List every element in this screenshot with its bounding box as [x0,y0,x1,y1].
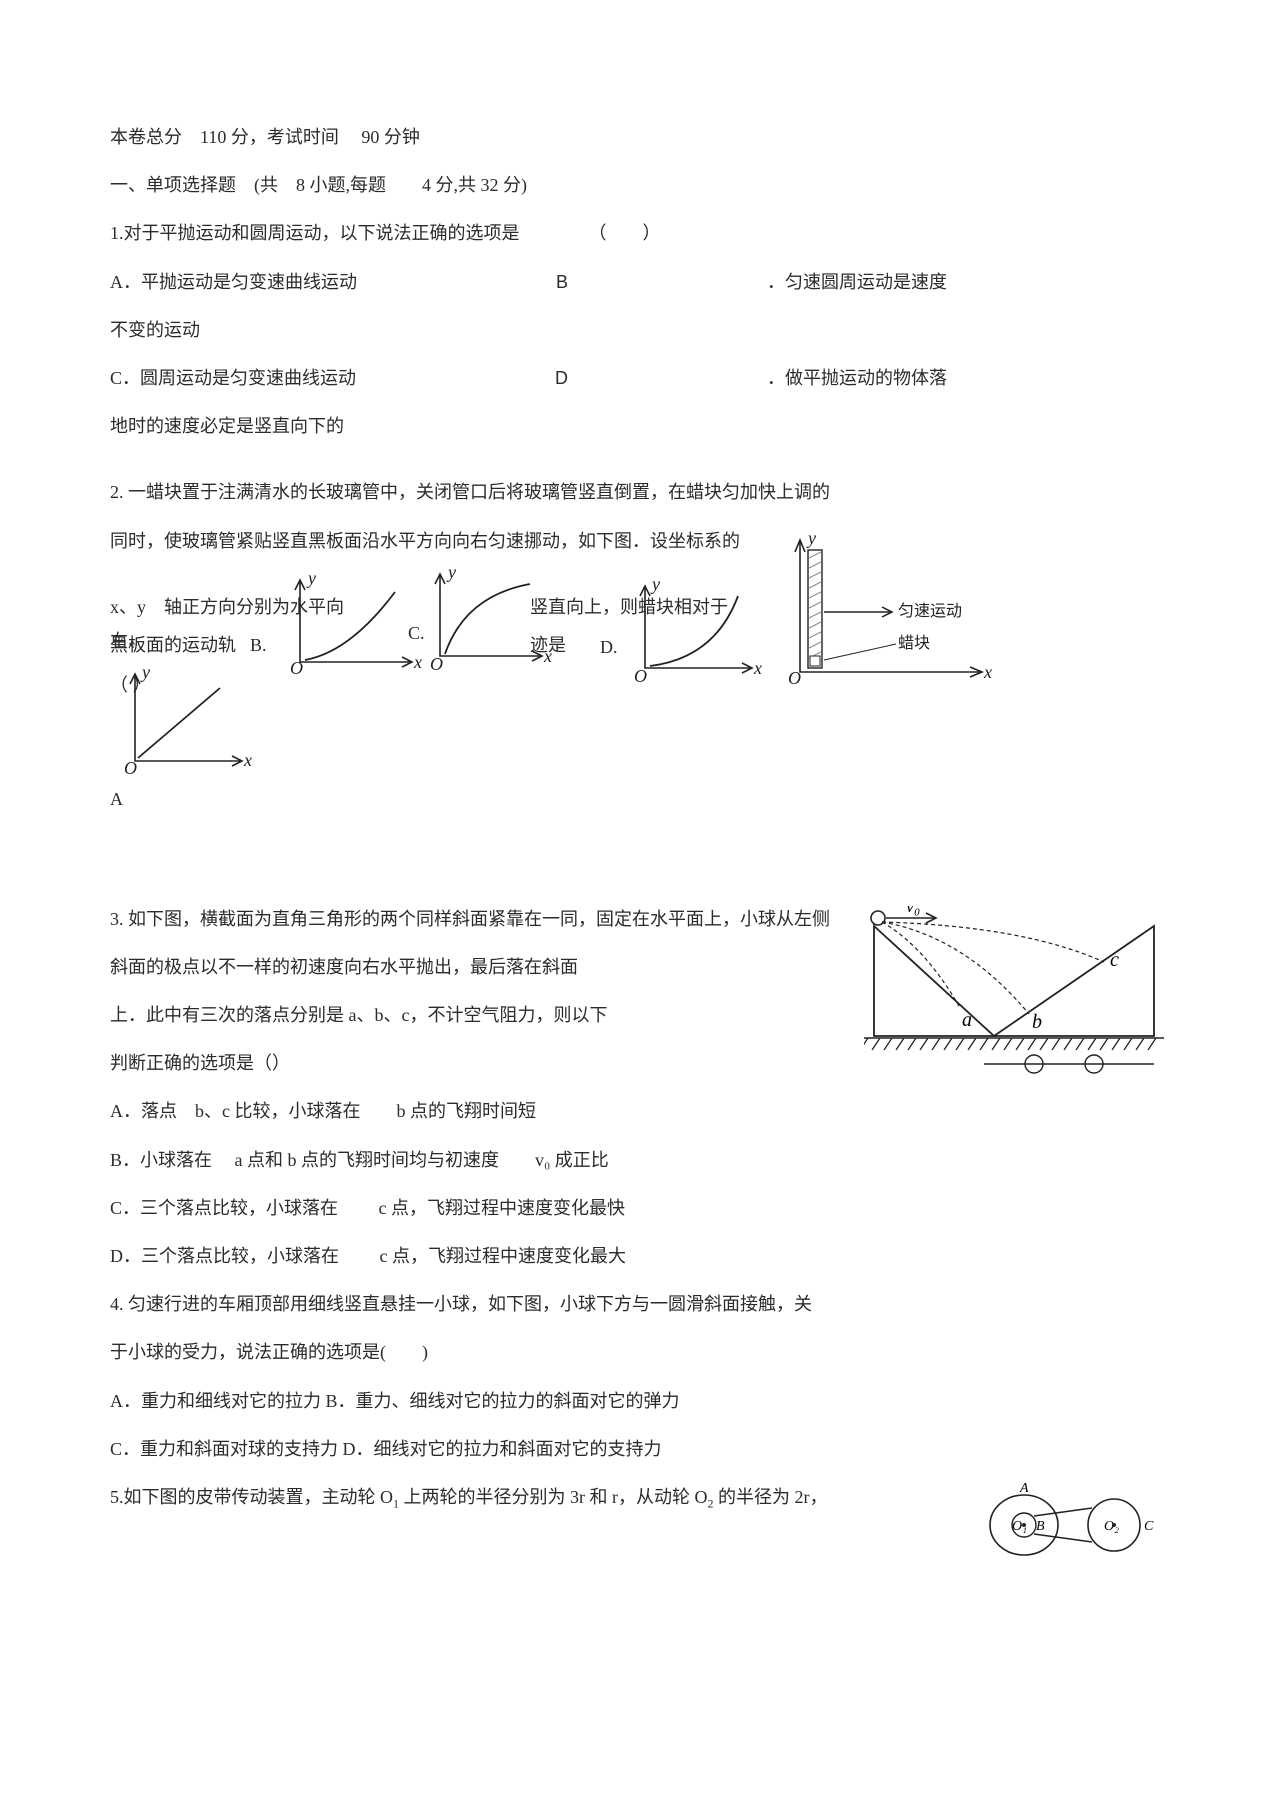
q4-l1: 4. 匀速行进的车厢顶部用细线竖直悬挂一小球，如下图，小球下方与一圆滑斜面接触，… [110,1287,1164,1321]
q2-graph-C: O y x [410,566,560,676]
svg-text:x: x [753,658,762,678]
q3-C: C．三个落点比较，小球落在 c 点，飞翔过程中速度变化最快 [110,1191,1164,1225]
q1-stem-row: 1.对于平抛运动和圆周运动，以下说法正确的选项是 （ ） [110,216,1164,250]
svg-text:y: y [446,562,456,582]
q2-schematic: 匀速运动 蜡块 O y x [780,532,940,682]
q4-CD: C．重力和斜面对球的支持力 D．细线对它的拉力和斜面对它的支持力 [110,1432,1164,1466]
q4-AB: A．重力和细线对它的拉力 B．重力、细线对它的拉力的斜面对它的弹力 [110,1384,1164,1418]
q1-D-rest: ．做平抛运动的物体落 [767,368,947,388]
q1-paren: （ ） [589,223,661,243]
q5-l1c: 的半径为 2r， [714,1487,828,1507]
svg-text:B: B [1036,1519,1045,1534]
q5-l1b: 上两轮的半径分别为 3r 和 r，从动轮 O [399,1487,708,1507]
q3-block: v₀ a b c [110,902,1164,1274]
q1-C: C．圆周运动是匀变速曲线运动 [110,368,356,388]
q2-graph-A: O y x [110,666,280,796]
svg-text:O: O [290,658,303,678]
svg-text:b: b [1032,1011,1042,1033]
q1-stem: 1.对于平抛运动和圆周运动，以下说法正确的选项是 [110,223,520,243]
svg-text:匀速运动: 匀速运动 [898,602,962,620]
q3-B: B．小球落在 a 点和 b 点的飞翔时间均与初速度 v₀ 成正比 [110,1143,1164,1177]
q2-l2: 同时，使玻璃管紧贴竖直黑板面沿水平方向向右匀速挪动，如下图．设坐标系的 [110,524,1164,558]
q2-optA-label: A [110,782,123,816]
svg-text:y: y [650,574,660,594]
q4-l2: 于小球的受力，说法正确的选项是( ) [110,1335,1164,1369]
q5-block: O₁ B O₂ C A 5.如下图的皮带传动装置，主动轮 O1 上两轮的半径分别… [110,1480,1164,1515]
svg-text:C: C [1144,1519,1154,1534]
q5-l1a: 5.如下图的皮带传动装置，主动轮 O [110,1487,393,1507]
q3-figure: v₀ a b c [864,906,1164,1107]
svg-text:y: y [806,532,816,548]
q2-optD-label: D. [600,630,618,664]
svg-text:y: y [306,568,316,588]
q1-A: A．平抛运动是匀变速曲线运动 [110,272,357,292]
svg-text:a: a [962,1009,972,1031]
q1-D-mark: D [555,368,568,388]
q2-graph-D: O y x [620,578,770,688]
q2-l4a: 黑板面的运动轨 [110,628,236,662]
q2-l1: 2. 一蜡块置于注满清水的长玻璃管中，关闭管口后将玻璃管竖直倒置，在蜡块匀加快上… [110,475,1164,509]
svg-text:O: O [634,666,647,686]
section1-title: 一、单项选择题 (共 8 小题,每题 4 分,共 32 分) [110,168,1164,202]
spacer [110,832,1164,902]
svg-text:O: O [788,668,801,688]
svg-text:x: x [983,662,992,682]
svg-text:蜡块: 蜡块 [898,634,930,652]
svg-text:x: x [543,646,552,666]
q1-cd-row: C．圆周运动是匀变速曲线运动 D ．做平抛运动的物体落 [110,361,1164,395]
q1-ab-row: A．平抛运动是匀变速曲线运动 B ．匀速圆周运动是速度 [110,265,1164,299]
svg-text:v₀: v₀ [906,906,920,916]
q1-B-cont: 不变的运动 [110,313,1164,347]
q1-B-rest: ．匀速圆周运动是速度 [767,272,947,292]
q1-D-cont: 地时的速度必定是竖直向下的 [110,409,1164,443]
svg-text:O: O [430,654,443,674]
q2-optB-label: B. [250,628,267,662]
svg-text:O₂: O₂ [1104,1519,1119,1534]
svg-text:A: A [1019,1481,1029,1496]
q5-figure: O₁ B O₂ C A [984,1480,1164,1571]
svg-text:x: x [243,750,252,770]
q3-D: D．三个落点比较，小球落在 c 点，飞翔过程中速度变化最大 [110,1239,1164,1273]
q1-B-mark: B [556,272,568,292]
q2-figure-block: x、y 轴正方向分别为水平向右、 竖直向上，则蜡块相对于 黑板面的运动轨 迹是 … [110,572,1164,832]
header-line: 本卷总分 110 分，考试时间 90 分钟 [110,120,1164,154]
svg-text:O: O [124,758,137,778]
svg-text:c: c [1110,949,1119,971]
spacer [110,457,1164,475]
svg-text:y: y [140,666,150,682]
